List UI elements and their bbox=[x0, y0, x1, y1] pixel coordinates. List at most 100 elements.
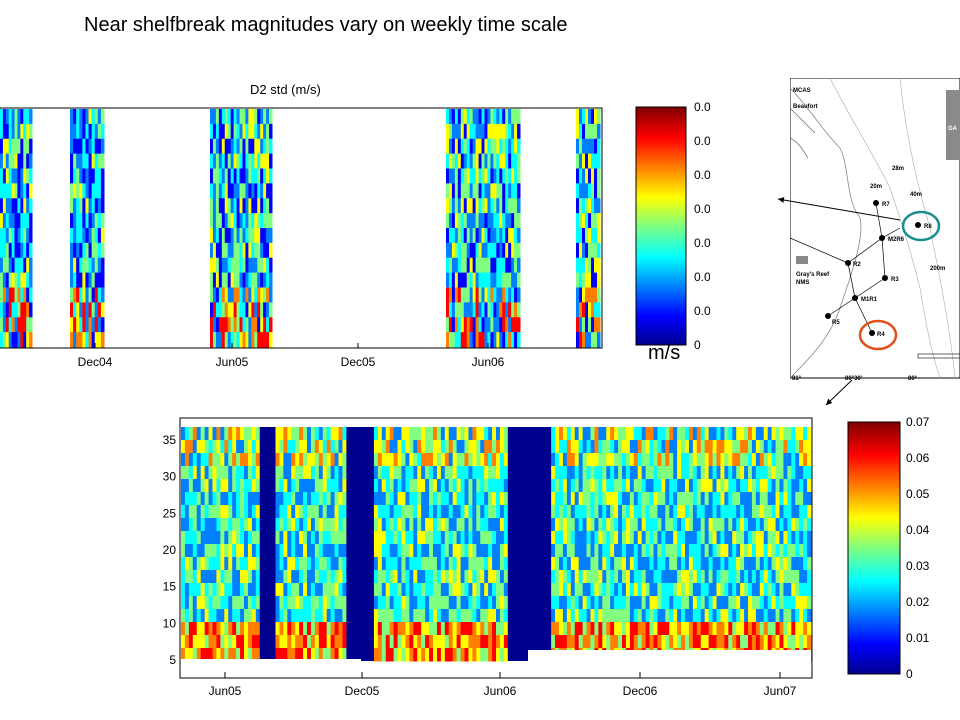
bottom-heatmap-cell bbox=[208, 609, 213, 623]
bottom-heatmap-cell bbox=[688, 518, 694, 532]
top-heatmap-cell bbox=[446, 198, 450, 214]
bottom-heatmap-cell bbox=[633, 609, 639, 623]
top-heatmap-cell bbox=[212, 153, 217, 169]
bottom-heatmap-cell bbox=[562, 570, 568, 584]
bottom-heatmap-cell bbox=[807, 492, 812, 506]
bottom-heatmap-cell bbox=[492, 557, 497, 571]
bottom-heatmap-cell bbox=[220, 440, 225, 454]
bottom-heatmap-cell bbox=[488, 440, 493, 454]
bottom-heatmap-cell bbox=[503, 570, 509, 584]
top-heatmap-cell bbox=[94, 153, 99, 169]
bottom-heatmap-cell bbox=[657, 531, 662, 545]
top-heatmap-cell bbox=[463, 138, 468, 155]
bottom-heatmap-cell bbox=[633, 518, 639, 532]
top-heatmap-cell bbox=[245, 302, 249, 318]
bottom-heatmap-cell bbox=[740, 570, 745, 584]
bottom-heatmap-cell bbox=[751, 557, 757, 571]
top-heatmap-cell bbox=[446, 257, 450, 274]
top-heatmap-cell bbox=[100, 257, 105, 274]
bottom-heatmap-cell bbox=[244, 427, 249, 441]
bottom-heatmap-cell bbox=[740, 609, 745, 623]
top-heatmap-cell bbox=[487, 228, 491, 244]
top-heatmap-cell bbox=[215, 123, 220, 140]
bottom-x-tick-label: Jun07 bbox=[764, 684, 797, 698]
top-heatmap-cell bbox=[210, 153, 214, 169]
bottom-heatmap-cell bbox=[574, 466, 580, 480]
top-heatmap-cell bbox=[457, 168, 462, 184]
top-heatmap-cell bbox=[88, 242, 93, 259]
bottom-heatmap-cell bbox=[751, 531, 757, 545]
bottom-heatmap-cell bbox=[787, 635, 792, 649]
top-heatmap-cell bbox=[26, 183, 30, 199]
bottom-heatmap-cell bbox=[578, 557, 584, 571]
top-heatmap-cell bbox=[260, 168, 264, 184]
bottom-heatmap-cell bbox=[381, 609, 387, 623]
top-heatmap-cell bbox=[484, 213, 488, 229]
bottom-heatmap-cell bbox=[421, 492, 426, 506]
bottom-heatmap-cell bbox=[669, 609, 674, 623]
bottom-heatmap-cell bbox=[322, 544, 328, 558]
top-heatmap-cell bbox=[487, 257, 491, 274]
top-heatmap-cell bbox=[591, 228, 595, 244]
bottom-heatmap-cell bbox=[224, 557, 229, 571]
bottom-heatmap-cell bbox=[712, 440, 717, 454]
top-colorbar: 00.010.020.030.040.050.060.07 bbox=[635, 100, 710, 352]
top-heatmap-cell bbox=[8, 183, 13, 199]
top-heatmap-cell bbox=[236, 183, 241, 199]
top-heatmap-cell bbox=[517, 213, 521, 229]
bottom-heatmap-cell bbox=[377, 518, 383, 532]
top-heatmap-cell bbox=[20, 228, 24, 244]
top-heatmap-cell bbox=[94, 317, 99, 333]
bottom-heatmap-cell bbox=[314, 440, 320, 454]
bottom-heatmap-cell bbox=[429, 570, 434, 584]
top-heatmap-cell bbox=[221, 168, 226, 184]
top-heatmap-cell bbox=[472, 198, 477, 214]
bottom-heatmap-cell bbox=[570, 557, 576, 571]
bottom-heatmap-cell bbox=[803, 531, 808, 545]
bottom-gap-column bbox=[263, 427, 269, 661]
top-heatmap-cell bbox=[29, 272, 33, 288]
bottom-heatmap-cell bbox=[440, 505, 446, 519]
top-heatmap-cell bbox=[100, 242, 105, 259]
top-heatmap-cell bbox=[451, 317, 456, 333]
bottom-heatmap-cell bbox=[318, 427, 324, 441]
top-heatmap-cell bbox=[487, 198, 491, 214]
top-heatmap-cell bbox=[210, 317, 214, 333]
bottom-heatmap-cell bbox=[696, 609, 702, 623]
bottom-heatmap-cell bbox=[681, 427, 686, 441]
bottom-heatmap-cell bbox=[228, 635, 233, 649]
bottom-heatmap-cell bbox=[472, 635, 477, 649]
bottom-heatmap-cell bbox=[696, 427, 702, 441]
bottom-heatmap-cell bbox=[622, 557, 627, 571]
bottom-heatmap-cell bbox=[334, 622, 339, 636]
top-heatmap-cell bbox=[591, 153, 595, 169]
top-heatmap-cell bbox=[594, 198, 598, 214]
top-heatmap-cell bbox=[457, 228, 462, 244]
bottom-heatmap-cell bbox=[240, 427, 245, 441]
colorbar-tick-label: 0.03 bbox=[694, 236, 710, 250]
bottom-heatmap-cell bbox=[440, 427, 446, 441]
bottom-heatmap-cell bbox=[377, 635, 383, 649]
bottom-heatmap-cell bbox=[456, 583, 462, 597]
bottom-heatmap-cell bbox=[696, 518, 702, 532]
bottom-heatmap-cell bbox=[708, 570, 714, 584]
bottom-heatmap-cell bbox=[775, 453, 780, 467]
top-heatmap-cell bbox=[591, 168, 595, 184]
bottom-heatmap-cell bbox=[606, 609, 611, 623]
bottom-heatmap-cell bbox=[775, 609, 780, 623]
bottom-heatmap-cell bbox=[688, 492, 694, 506]
top-heatmap-cell bbox=[454, 138, 459, 155]
bottom-heatmap-cell bbox=[417, 479, 422, 493]
top-heatmap-cell bbox=[260, 302, 264, 318]
bottom-heatmap-cell bbox=[499, 609, 505, 623]
bottom-heatmap-cell bbox=[488, 453, 493, 467]
top-heatmap-cell bbox=[29, 138, 33, 155]
bottom-heatmap-cell bbox=[712, 492, 717, 506]
bottom-heatmap-cell bbox=[224, 609, 229, 623]
top-heatmap-cell bbox=[463, 109, 468, 125]
bottom-heatmap-cell bbox=[787, 453, 792, 467]
bottom-heatmap-cell bbox=[389, 570, 395, 584]
bottom-heatmap-cell bbox=[641, 492, 647, 506]
bottom-heatmap-cell bbox=[799, 427, 804, 441]
top-heatmap-cell bbox=[248, 109, 252, 125]
